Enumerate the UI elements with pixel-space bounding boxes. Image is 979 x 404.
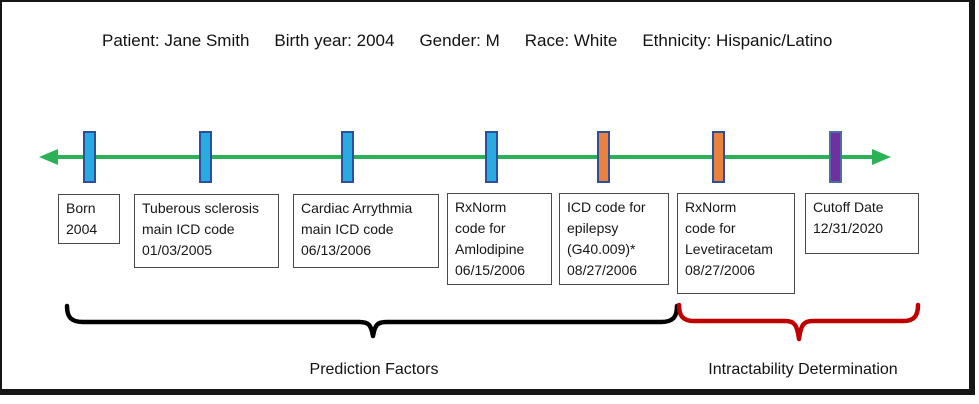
- event-box-amlodipine: RxNorm code for Amlodipine 06/15/2006: [447, 193, 552, 285]
- event-box-cutoff-date: Cutoff Date 12/31/2020: [805, 193, 919, 254]
- event-text: Cardiac Arrythmia main ICD code 06/13/20…: [301, 200, 413, 258]
- prediction-factors-brace: [64, 303, 680, 339]
- timeline-marker-born: [83, 131, 96, 183]
- event-box-born: Born 2004: [58, 194, 120, 244]
- ethnicity-field: Ethnicity: Hispanic/Latino: [642, 31, 833, 50]
- patient-name-field: Patient: Jane Smith: [102, 31, 250, 50]
- birth-year-field: Birth year: 2004: [274, 31, 395, 50]
- event-text: RxNorm code for Amlodipine 06/15/2006: [455, 199, 526, 278]
- diagram-frame: Patient: Jane Smith Birth year: 2004 Gen…: [0, 0, 975, 395]
- arrowhead-right-icon: [872, 149, 891, 165]
- prediction-factors-label: Prediction Factors: [309, 361, 439, 378]
- patient-header: Patient: Jane Smith Birth year: 2004 Gen…: [102, 31, 832, 51]
- event-text: Tuberous sclerosis main ICD code 01/03/2…: [142, 200, 259, 258]
- event-text: RxNorm code for Levetiracetam 08/27/2006: [685, 199, 773, 278]
- intractability-determination-label: Intractability Determination: [708, 361, 898, 378]
- timeline-marker-tuberous-sclerosis: [199, 131, 212, 183]
- event-box-cardiac-arrythmia: Cardiac Arrythmia main ICD code 06/13/20…: [293, 194, 439, 268]
- event-box-levetiracetam: RxNorm code for Levetiracetam 08/27/2006: [677, 193, 795, 294]
- event-text: Born 2004: [66, 200, 98, 237]
- event-text: ICD code for epilepsy (G40.009)* 08/27/2…: [567, 199, 646, 278]
- timeline-marker-epilepsy: [597, 131, 610, 183]
- event-box-epilepsy: ICD code for epilepsy (G40.009)* 08/27/2…: [559, 193, 669, 285]
- timeline-marker-cardiac-arrythmia: [341, 131, 354, 183]
- timeline-marker-amlodipine: [485, 131, 498, 183]
- gender-field: Gender: M: [419, 31, 500, 50]
- timeline-marker-cutoff-date: [829, 131, 842, 183]
- arrowhead-left-icon: [39, 149, 58, 165]
- event-text: Cutoff Date 12/31/2020: [813, 199, 884, 236]
- event-box-tuberous-sclerosis: Tuberous sclerosis main ICD code 01/03/2…: [134, 194, 279, 268]
- race-field: Race: White: [524, 31, 618, 50]
- intractability-brace: [676, 302, 921, 342]
- timeline-marker-levetiracetam: [712, 131, 725, 183]
